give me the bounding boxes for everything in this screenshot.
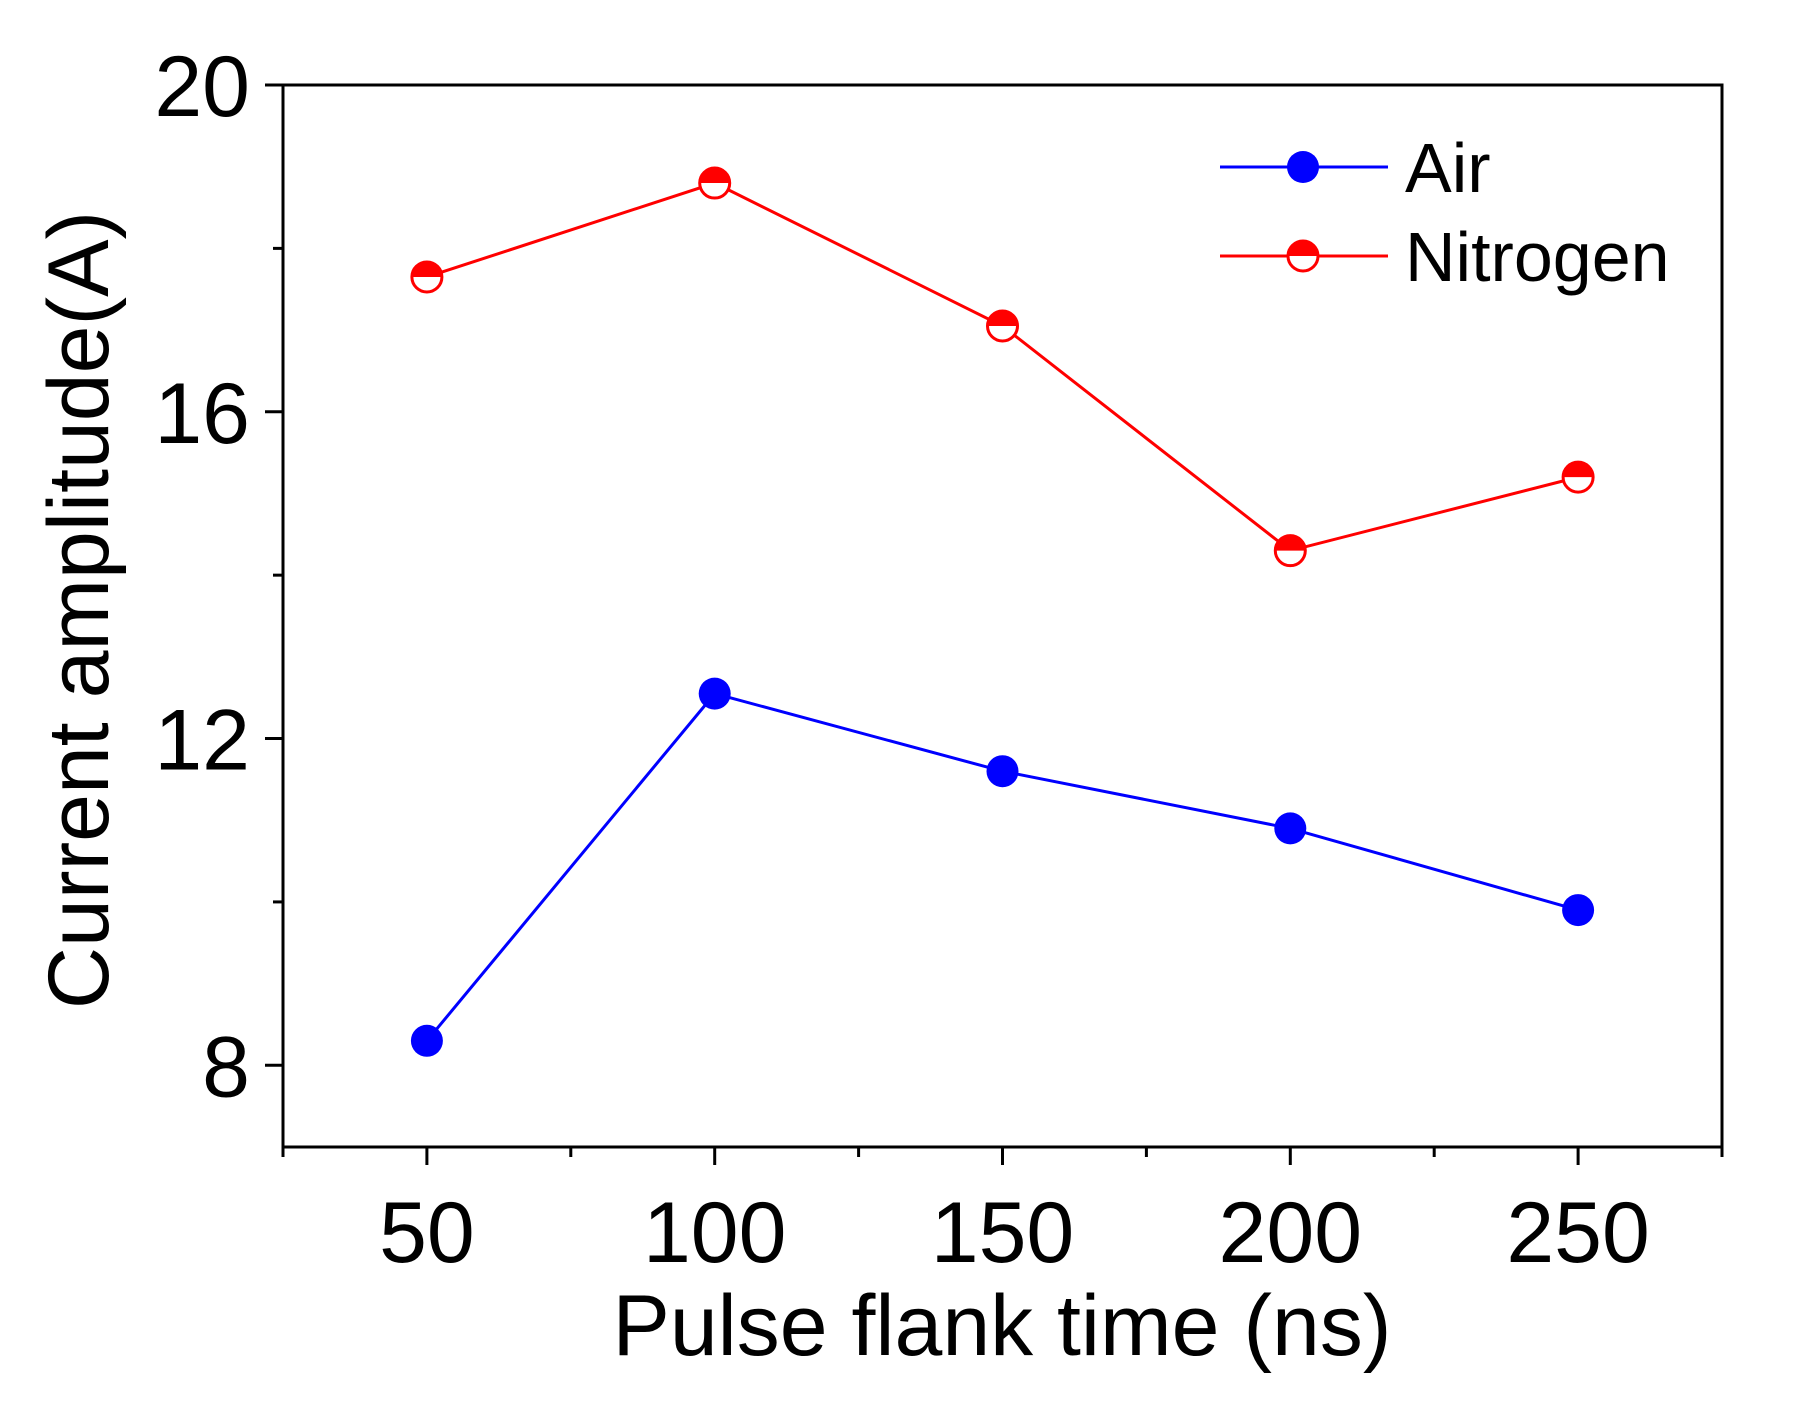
y-tick-label: 12 <box>154 693 250 789</box>
data-point-nitrogen <box>986 309 1019 343</box>
data-point-air <box>986 755 1019 788</box>
y-tick-label: 16 <box>154 366 250 462</box>
data-point-nitrogen <box>410 260 444 294</box>
data-point-nitrogen <box>1273 534 1307 568</box>
data-point-fill <box>987 310 1018 326</box>
legend-marker-nitrogen <box>1286 239 1320 273</box>
series-air <box>410 677 1595 1057</box>
data-point-nitrogen <box>1561 460 1595 494</box>
legend: Air Nitrogen <box>1220 129 1670 296</box>
series-nitrogen <box>410 166 1595 568</box>
series-layer <box>410 166 1595 1057</box>
axis-ticks: 50 100 150 200 250 8 12 16 20 <box>154 39 1724 1281</box>
y-tick-label: 20 <box>154 39 250 135</box>
x-axis-title: Pulse flank time (ns) <box>612 1278 1391 1374</box>
x-tick-label: 250 <box>1506 1185 1650 1281</box>
x-tick-label: 200 <box>1219 1185 1363 1281</box>
series-line-air <box>425 691 1579 1042</box>
data-point-air <box>1274 812 1307 845</box>
data-point-air <box>1562 894 1595 927</box>
legend-label-nitrogen: Nitrogen <box>1405 218 1670 296</box>
data-point-fill <box>1275 535 1306 551</box>
x-tick-label: 150 <box>931 1185 1075 1281</box>
x-tick-label: 50 <box>379 1185 475 1281</box>
legend-label-air: Air <box>1405 129 1491 207</box>
data-point-air <box>410 1024 443 1057</box>
legend-marker-air <box>1287 151 1319 183</box>
data-point-nitrogen <box>698 166 732 200</box>
y-axis-title: Current amplitude(A) <box>31 211 127 1009</box>
data-point-air <box>698 677 731 710</box>
data-point-fill <box>699 168 730 184</box>
x-tick-label: 100 <box>643 1185 787 1281</box>
data-point-fill <box>1563 462 1594 478</box>
data-point-fill <box>411 261 442 277</box>
y-tick-label: 8 <box>202 1019 250 1115</box>
